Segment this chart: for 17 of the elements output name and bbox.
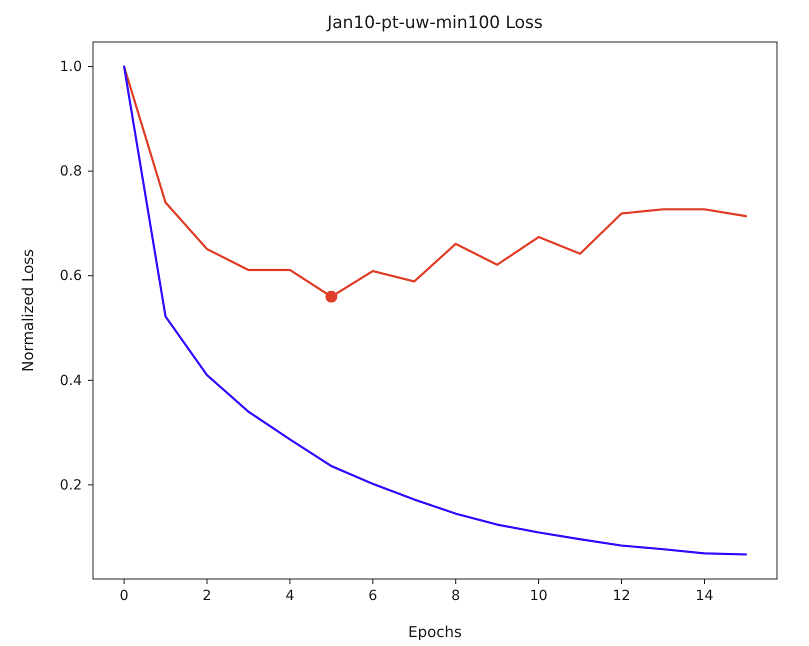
x-tick-label: 14 — [696, 588, 714, 604]
y-tick-label: 1.0 — [60, 59, 82, 76]
chart-title: Jan10-pt-uw-min100 Loss — [326, 13, 543, 33]
y-axis-title: Normalized Loss — [19, 248, 37, 372]
y-tick-label: 0.6 — [60, 268, 82, 284]
y-tick-label: 0.8 — [60, 164, 82, 180]
x-tick-label: 2 — [202, 588, 212, 604]
x-tick-label: 8 — [451, 588, 460, 604]
y-tick-label: 0.4 — [60, 372, 82, 389]
x-axis-title: Epochs — [408, 623, 462, 641]
x-tick-label: 10 — [530, 588, 548, 604]
y-tick-label: 0.2 — [60, 477, 82, 494]
x-tick-label: 4 — [285, 588, 294, 604]
line-series — [122, 65, 748, 556]
x-tick-label: 0 — [120, 588, 129, 604]
x-tick-label: 6 — [368, 588, 378, 604]
x-tick-label: 12 — [612, 588, 630, 604]
